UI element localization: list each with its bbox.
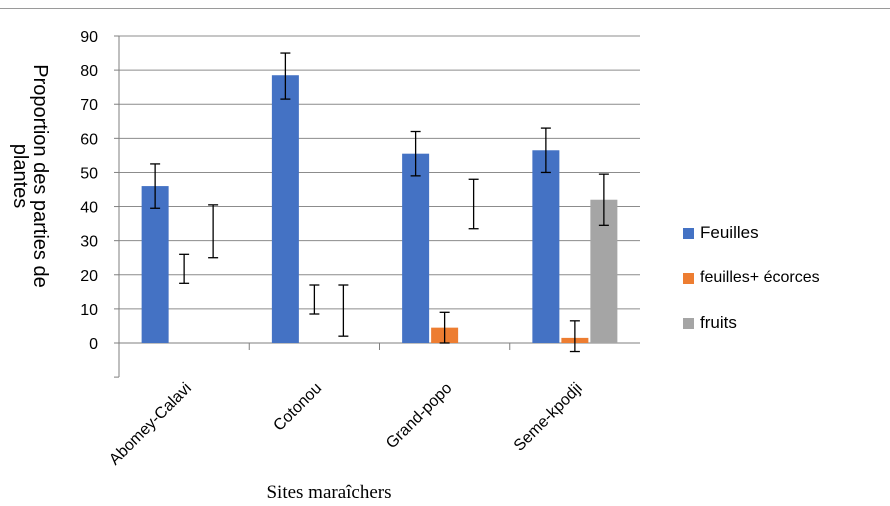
legend-item-feuilles: Feuilles [683, 222, 820, 244]
y-tick-label: 90 [80, 29, 98, 46]
y-tick-label: 70 [80, 97, 98, 114]
y-axis-title-line: plantes [9, 144, 31, 209]
legend-label-feuilles: Feuilles [700, 223, 759, 242]
y-tick-label: 10 [80, 302, 98, 319]
y-tick-label: 80 [80, 63, 98, 80]
bar-feuilles-grand-popo [402, 153, 430, 343]
legend-item-fruits: fruits [683, 312, 820, 334]
bar-feuilles-seme-kpodji [532, 150, 560, 343]
category-label: Grand-popo [383, 380, 455, 452]
bar-feuilles-cotonou [271, 75, 299, 343]
legend-label-fruits: fruits [700, 313, 737, 332]
y-tick-label: 30 [80, 234, 98, 251]
legend-item-feuilles-ecorces: feuilles+ écorces [683, 267, 820, 289]
legend-swatch-feuilles [683, 227, 694, 239]
bar-feuilles-abomey-calavi [141, 186, 169, 343]
category-label: Cotonou [270, 380, 325, 435]
x-axis-title: Sites maraîchers [266, 482, 391, 503]
top-border [0, 8, 890, 9]
y-tick-label: 40 [80, 200, 98, 217]
legend-label-feuilles-ecorces: feuilles+ écorces [700, 269, 820, 286]
legend-swatch-feuilles-ecorces [683, 272, 694, 284]
legend-swatch-fruits [683, 317, 694, 329]
category-label: Seme-kpodji [511, 380, 586, 455]
legend: Feuilles feuilles+ écorces fruits [683, 222, 820, 357]
y-axis-title-line: Proportion des parties de [29, 64, 51, 287]
y-tick-label: 20 [80, 268, 98, 285]
category-label: Abomey-Calavi [106, 380, 195, 469]
y-tick-label: 0 [89, 336, 98, 353]
y-tick-label: 60 [80, 131, 98, 148]
y-tick-label: 50 [80, 165, 98, 182]
